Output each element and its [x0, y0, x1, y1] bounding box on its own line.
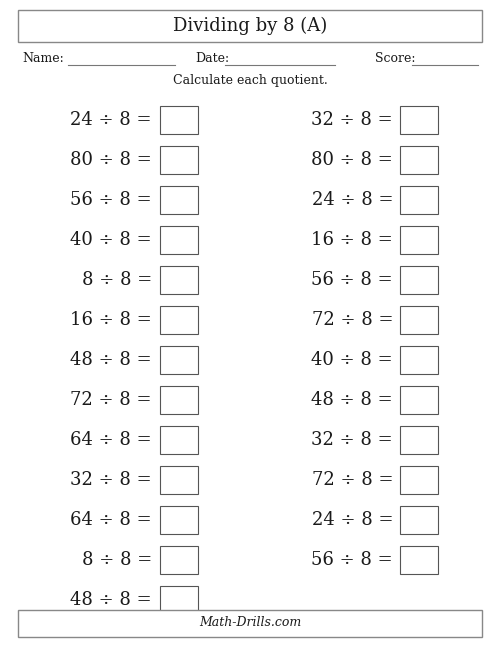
Text: 24 ÷ 8 =: 24 ÷ 8 = [70, 111, 152, 129]
Text: 40 ÷ 8 =: 40 ÷ 8 = [312, 351, 393, 369]
Text: 8 ÷ 8 =: 8 ÷ 8 = [82, 271, 152, 289]
Bar [160, 146, 198, 174]
Bar [160, 426, 198, 454]
Text: 48 ÷ 8 =: 48 ÷ 8 = [312, 391, 393, 409]
Text: 80 ÷ 8 =: 80 ÷ 8 = [70, 151, 152, 169]
Text: 64 ÷ 8 =: 64 ÷ 8 = [70, 511, 152, 529]
Text: 48 ÷ 8 =: 48 ÷ 8 = [70, 591, 152, 609]
Text: 72 ÷ 8 =: 72 ÷ 8 = [312, 311, 393, 329]
Text: 56 ÷ 8 =: 56 ÷ 8 = [312, 551, 393, 569]
Bar [160, 546, 198, 574]
Bar [400, 146, 438, 174]
Bar [400, 426, 438, 454]
Bar [18, 610, 482, 637]
Text: 16 ÷ 8 =: 16 ÷ 8 = [311, 231, 393, 249]
Bar [160, 586, 198, 614]
Text: Date:: Date: [195, 52, 229, 65]
Text: 32 ÷ 8 =: 32 ÷ 8 = [70, 471, 152, 489]
Bar [160, 346, 198, 374]
Text: Score:: Score: [375, 52, 416, 65]
Bar [160, 386, 198, 414]
Text: 72 ÷ 8 =: 72 ÷ 8 = [70, 391, 152, 409]
Bar [400, 266, 438, 294]
Bar [400, 466, 438, 494]
Text: 16 ÷ 8 =: 16 ÷ 8 = [70, 311, 152, 329]
Text: 32 ÷ 8 =: 32 ÷ 8 = [312, 431, 393, 449]
Text: 8 ÷ 8 =: 8 ÷ 8 = [82, 551, 152, 569]
Text: 56 ÷ 8 =: 56 ÷ 8 = [312, 271, 393, 289]
Bar [160, 106, 198, 134]
Text: 32 ÷ 8 =: 32 ÷ 8 = [312, 111, 393, 129]
Bar [160, 506, 198, 534]
Bar [400, 386, 438, 414]
Bar [400, 226, 438, 254]
Text: 56 ÷ 8 =: 56 ÷ 8 = [70, 191, 152, 209]
Bar [400, 546, 438, 574]
Text: 80 ÷ 8 =: 80 ÷ 8 = [311, 151, 393, 169]
Bar [160, 226, 198, 254]
Bar [400, 506, 438, 534]
Text: 72 ÷ 8 =: 72 ÷ 8 = [312, 471, 393, 489]
Text: Math-Drills.com: Math-Drills.com [199, 617, 301, 630]
Text: 64 ÷ 8 =: 64 ÷ 8 = [70, 431, 152, 449]
Bar [160, 186, 198, 214]
Text: 24 ÷ 8 =: 24 ÷ 8 = [312, 511, 393, 529]
Bar [160, 306, 198, 334]
Text: 24 ÷ 8 =: 24 ÷ 8 = [312, 191, 393, 209]
Bar [160, 466, 198, 494]
Bar [400, 186, 438, 214]
Text: Dividing by 8 (A): Dividing by 8 (A) [173, 17, 327, 35]
Text: 40 ÷ 8 =: 40 ÷ 8 = [70, 231, 152, 249]
Bar [160, 266, 198, 294]
Bar [400, 346, 438, 374]
Text: 48 ÷ 8 =: 48 ÷ 8 = [70, 351, 152, 369]
Text: Name:: Name: [22, 52, 64, 65]
Bar [400, 306, 438, 334]
Text: Calculate each quotient.: Calculate each quotient. [172, 74, 328, 87]
Bar [18, 10, 482, 42]
Bar [400, 106, 438, 134]
